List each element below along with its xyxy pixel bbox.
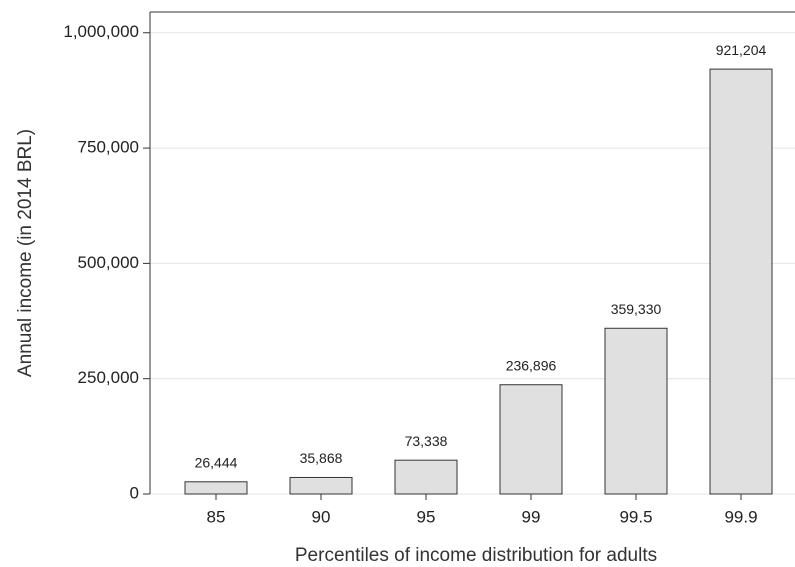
value-label: 26,444 [195,455,238,471]
value-label: 921,204 [716,42,767,58]
y-tick-label: 500,000 [78,253,139,272]
x-tick-label: 99 [522,507,541,526]
x-axis-title: Percentiles of income distribution for a… [295,545,657,566]
y-tick-label: 750,000 [78,138,139,157]
value-label: 73,338 [405,433,448,449]
value-label: 359,330 [611,301,662,317]
x-tick-label: 95 [417,507,436,526]
x-tick-label: 85 [207,507,226,526]
bar [709,68,773,495]
y-tick-label: 250,000 [78,368,139,387]
y-tick-label: 0 [130,483,139,502]
bar [184,481,248,495]
value-label: 35,868 [300,450,343,466]
bar [394,459,458,495]
x-tick-label: 99.9 [724,507,757,526]
value-label: 236,896 [506,357,557,373]
y-tick-label: 1,000,000 [63,22,139,41]
y-axis-title: Annual income (in 2014 BRL) [15,129,36,377]
bar [604,327,668,495]
x-tick-label: 90 [312,507,331,526]
bar [289,476,353,495]
x-tick-label: 99.5 [619,507,652,526]
bar [499,384,563,495]
